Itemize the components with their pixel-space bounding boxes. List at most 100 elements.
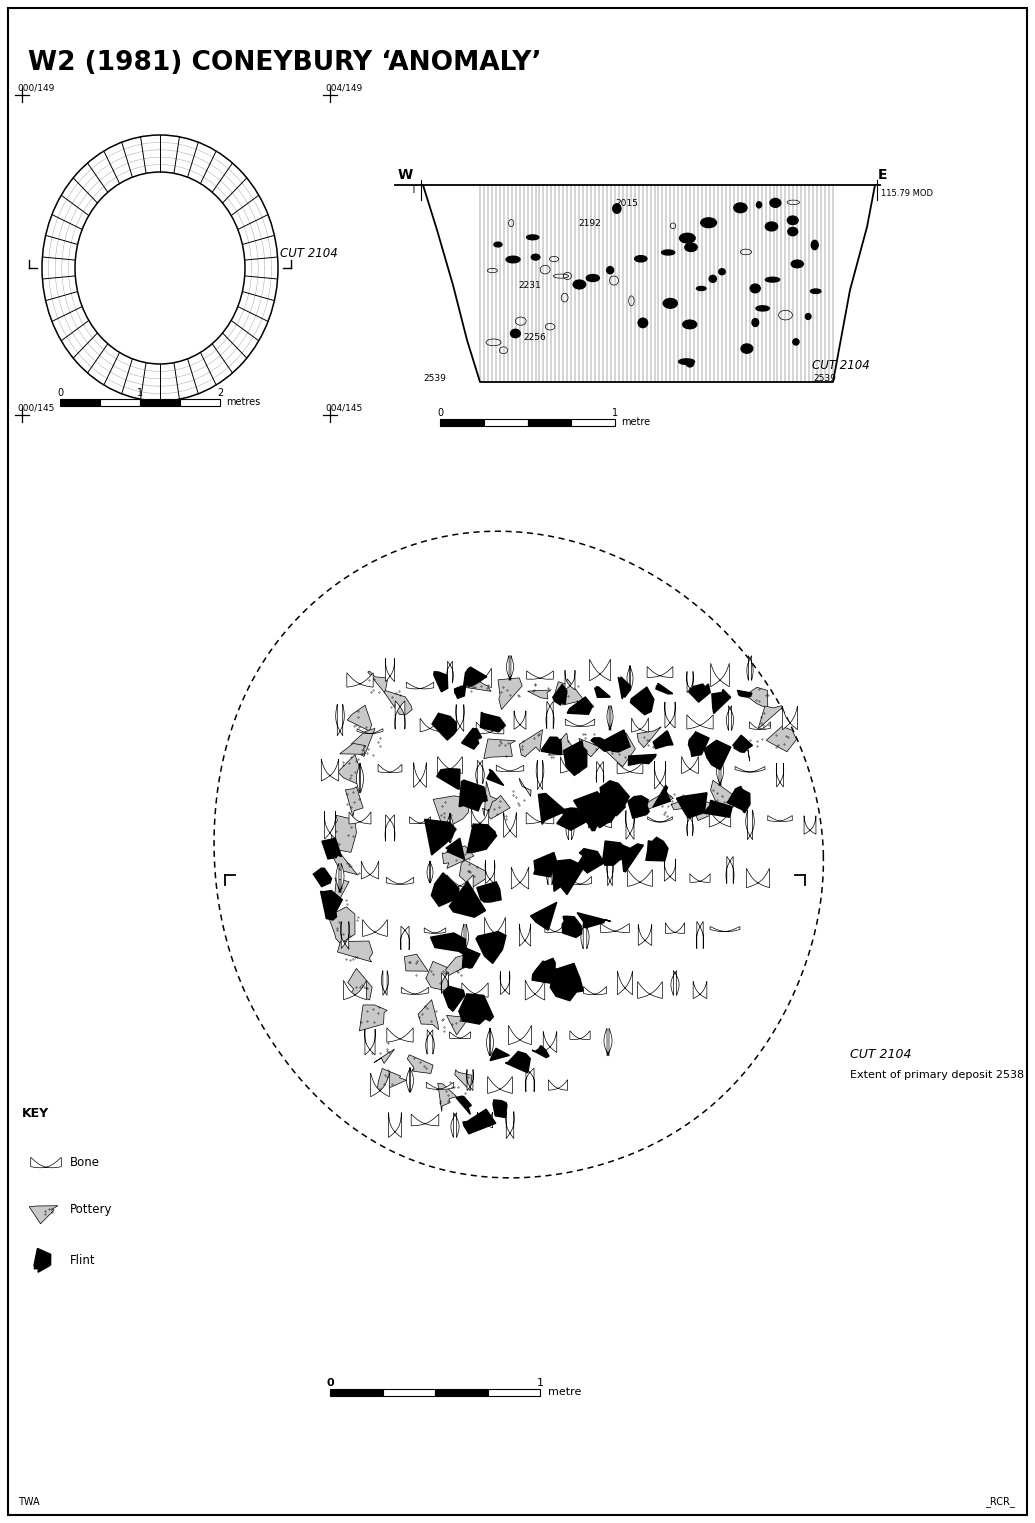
Polygon shape [628, 754, 656, 766]
Polygon shape [476, 760, 484, 784]
Ellipse shape [810, 289, 821, 294]
Polygon shape [590, 659, 611, 681]
Polygon shape [704, 800, 732, 818]
Ellipse shape [685, 244, 698, 251]
Polygon shape [432, 713, 456, 740]
Polygon shape [579, 739, 600, 757]
Ellipse shape [770, 198, 780, 207]
Polygon shape [490, 1048, 509, 1060]
Ellipse shape [573, 280, 586, 289]
Polygon shape [746, 810, 755, 839]
Polygon shape [526, 1068, 535, 1092]
Text: metre: metre [548, 1387, 582, 1397]
Polygon shape [425, 961, 449, 991]
Polygon shape [618, 972, 632, 995]
Polygon shape [687, 714, 713, 730]
Polygon shape [384, 690, 412, 714]
Polygon shape [467, 824, 497, 853]
Polygon shape [637, 726, 661, 748]
Polygon shape [638, 981, 662, 999]
Polygon shape [543, 1031, 557, 1052]
Polygon shape [605, 730, 630, 752]
Polygon shape [364, 1030, 376, 1055]
Polygon shape [476, 722, 504, 734]
Polygon shape [469, 669, 492, 688]
Polygon shape [647, 667, 673, 678]
Polygon shape [733, 736, 752, 752]
Ellipse shape [639, 318, 648, 327]
Polygon shape [344, 981, 366, 999]
Polygon shape [420, 719, 440, 731]
Polygon shape [321, 758, 338, 781]
Polygon shape [487, 795, 510, 819]
Polygon shape [446, 1016, 466, 1036]
Polygon shape [564, 740, 587, 775]
Polygon shape [601, 733, 635, 766]
Polygon shape [560, 757, 580, 774]
Text: Bone: Bone [70, 1156, 100, 1168]
Polygon shape [527, 670, 554, 679]
Ellipse shape [750, 285, 761, 292]
Text: 2231: 2231 [518, 280, 540, 289]
Text: 2: 2 [217, 388, 224, 398]
Polygon shape [506, 655, 513, 681]
Polygon shape [746, 868, 769, 888]
Polygon shape [536, 760, 543, 790]
Polygon shape [434, 672, 448, 691]
Polygon shape [664, 859, 676, 882]
Polygon shape [498, 678, 523, 710]
Polygon shape [766, 726, 797, 752]
Polygon shape [414, 763, 426, 787]
Text: W: W [398, 168, 413, 183]
Polygon shape [455, 705, 465, 731]
Polygon shape [505, 1051, 530, 1072]
Polygon shape [359, 1005, 387, 1031]
Text: 2015: 2015 [615, 198, 638, 207]
Polygon shape [454, 685, 466, 699]
Polygon shape [434, 797, 469, 825]
Polygon shape [506, 1112, 514, 1139]
Polygon shape [451, 1113, 460, 1138]
Polygon shape [628, 795, 649, 818]
Text: metre: metre [621, 417, 650, 426]
Polygon shape [477, 1112, 493, 1129]
Polygon shape [407, 1068, 414, 1092]
Polygon shape [389, 1112, 402, 1138]
Polygon shape [737, 690, 751, 698]
Polygon shape [553, 859, 585, 894]
Ellipse shape [510, 329, 521, 338]
Polygon shape [546, 702, 554, 728]
Polygon shape [410, 816, 431, 824]
Polygon shape [356, 763, 363, 793]
Polygon shape [441, 973, 449, 993]
Polygon shape [648, 816, 673, 822]
Polygon shape [671, 970, 679, 996]
Polygon shape [768, 815, 792, 821]
Polygon shape [686, 815, 693, 836]
Polygon shape [759, 705, 782, 728]
Polygon shape [486, 769, 504, 786]
Polygon shape [621, 844, 644, 871]
Polygon shape [493, 1100, 507, 1118]
Ellipse shape [531, 254, 540, 260]
Polygon shape [337, 754, 360, 784]
Polygon shape [462, 924, 469, 952]
Ellipse shape [506, 256, 520, 263]
Polygon shape [567, 698, 593, 714]
Polygon shape [528, 690, 551, 699]
Polygon shape [431, 934, 466, 955]
Ellipse shape [741, 344, 752, 353]
Polygon shape [476, 932, 506, 964]
Polygon shape [381, 970, 389, 996]
Polygon shape [508, 1025, 532, 1045]
Text: 1: 1 [612, 408, 618, 417]
Polygon shape [378, 1069, 407, 1089]
Ellipse shape [756, 306, 769, 311]
Polygon shape [690, 874, 710, 882]
Text: W2 (1981) CONEYBURY ‘ANOMALY’: W2 (1981) CONEYBURY ‘ANOMALY’ [28, 50, 541, 76]
Polygon shape [534, 853, 556, 877]
Text: CUT 2104: CUT 2104 [812, 358, 870, 372]
Bar [435, 1389, 487, 1397]
Polygon shape [549, 1080, 567, 1090]
Text: T: T [410, 184, 416, 195]
